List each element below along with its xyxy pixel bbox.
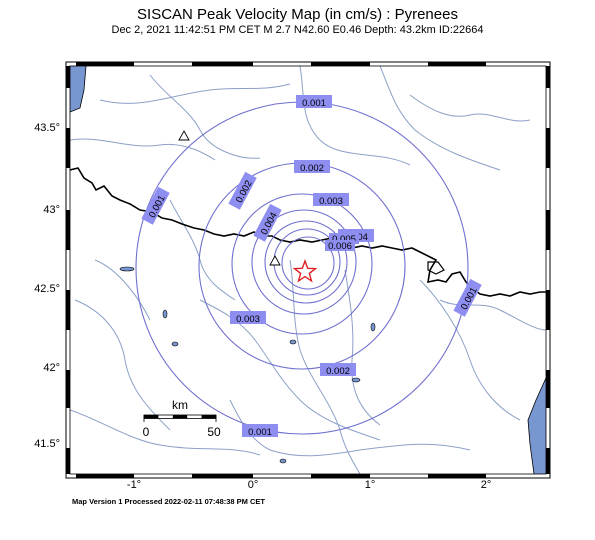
y-tick-label: 41.5° [34,438,60,450]
svg-text:0.001: 0.001 [248,427,272,438]
contour-ring [251,209,357,315]
frame-segment [76,62,134,66]
frame-segment [546,448,550,474]
processing-footer: Map Version 1 Processed 2022-02-11 07:48… [72,497,266,506]
frame-segment [546,370,550,408]
scale-unit: km [172,398,188,412]
map-background [70,66,546,474]
frame-segment [428,474,486,478]
contour-label: 0.006 [325,240,355,252]
contour-label: 0.005 [329,233,359,245]
contour-ring [264,220,348,304]
frame-segment [192,474,253,478]
frame-segment [428,62,486,66]
frame-segment [192,62,253,66]
contour-ring [281,236,335,290]
svg-text:0.006: 0.006 [328,241,352,252]
frame-segment [546,66,550,88]
y-tick-label: 42.5° [34,283,60,295]
contour-label: 0.003 [230,311,266,325]
bay-of-biscay-water [70,66,86,112]
frame-segment [66,128,70,168]
svg-text:0.002: 0.002 [300,163,324,174]
frame-segment [546,210,550,250]
x-tick-label: 2° [481,479,492,491]
contour-label: 0.001 [242,424,278,438]
frame-segment [546,290,550,330]
lakes [119,266,376,464]
map-title: SISCAN Peak Velocity Map (in cm/s) : Pyr… [137,6,458,23]
svg-text:0.005: 0.005 [332,234,356,245]
contour-label: 0.001 [296,95,332,109]
map-subtitle: Dec 2, 2021 11:42:51 PM CET M 2.7 N42.60… [111,24,484,36]
map-frame [65,61,551,479]
rivers [70,66,546,474]
station-triangle-icon [269,255,281,266]
y-tick-label: 42° [43,362,60,374]
scale-start: 0 [143,425,150,439]
contour-label: 0.002 [320,363,356,377]
frame-segment [311,474,370,478]
scale-bar: km 0 50 [143,398,221,439]
x-tick-label: 1° [365,479,376,491]
frame-segment [66,448,70,474]
svg-text:0.002: 0.002 [326,366,350,377]
x-tick-label: 0° [248,479,259,491]
scale-end: 50 [207,425,221,439]
frame-segment [76,474,134,478]
x-axis-ticks: -1° 0° 1° 2° [127,479,491,491]
station-triangle-icon [178,130,190,141]
svg-text:0.003: 0.003 [319,196,343,207]
epicenter-star-icon [292,258,318,283]
contour-label: 0.002 [294,160,330,174]
svg-text:0.001: 0.001 [302,98,326,109]
frame-segment [66,210,70,250]
mediterranean-water [528,378,546,474]
national-border [70,167,546,297]
frame-segment [546,128,550,168]
frame-segment [311,62,370,66]
frame-segment [66,290,70,330]
x-tick-label: -1° [127,479,141,491]
y-axis-ticks: 43.5° 43° 42.5° 42° 41.5° [34,122,60,450]
contour-label: 0.003 [313,193,349,207]
contour-ring [231,193,373,335]
coastline [70,66,546,474]
y-tick-label: 43.5° [34,122,60,134]
y-tick-label: 43° [43,204,60,216]
frame-segment [66,66,70,88]
frame-segment [66,370,70,408]
andorra-border [427,261,445,275]
svg-text:0.003: 0.003 [236,314,260,325]
